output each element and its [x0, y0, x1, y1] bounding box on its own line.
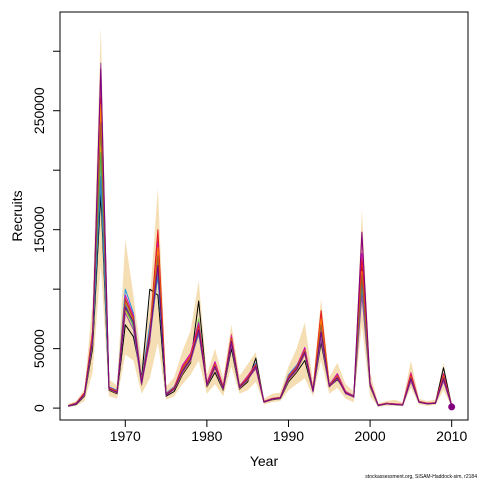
y-axis: 0 50000 150000 250000	[31, 50, 60, 412]
plot-frame	[59, 11, 469, 421]
end-point-marker	[448, 403, 456, 411]
end-point-layer	[448, 403, 456, 411]
y-tick-label-0: 0	[31, 404, 47, 412]
y-axis-label: Recruits	[9, 190, 25, 241]
x-tick-label-2000: 2000	[355, 428, 386, 444]
series-line-15	[68, 68, 453, 407]
footnote: stockassessment.org, SISAM-Haddock-sim, …	[365, 474, 477, 480]
x-axis: 1970 1980 1990 2000 2010	[110, 420, 467, 444]
x-axis-label: Year	[250, 453, 279, 469]
x-tick-label-1980: 1980	[191, 428, 222, 444]
y-tick-label-150000: 150000	[31, 206, 47, 253]
y-tick-label-250000: 250000	[31, 87, 47, 134]
y-tick-label-50000: 50000	[31, 329, 47, 368]
series-lines-layer	[68, 62, 453, 407]
confidence-band	[68, 27, 452, 407]
x-tick-label-1970: 1970	[110, 428, 141, 444]
confidence-band-layer	[68, 27, 452, 407]
x-tick-label-1990: 1990	[273, 428, 304, 444]
x-tick-label-2010: 2010	[436, 428, 467, 444]
